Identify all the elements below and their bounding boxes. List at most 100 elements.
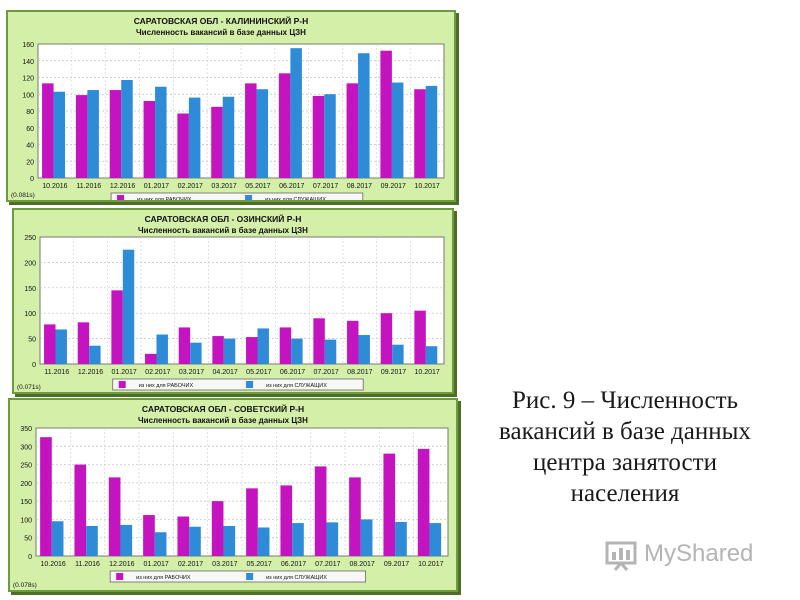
plot-area [37,43,445,179]
y-tick-label: 100 [24,311,36,318]
legend-label-series2: из них для СЛУЖАЩИХ [266,383,327,389]
legend-swatch-series1 [116,573,124,580]
bar-series2 [121,80,133,178]
chart-subtitle: Численность вакансий в базе данных ЦЗН [136,28,306,37]
y-tick-label: 200 [24,260,36,267]
x-tick-label: 02.2017 [178,183,203,190]
legend-box [110,192,364,200]
x-tick-label: 11.2016 [76,183,101,190]
bar-series2 [256,89,269,178]
legend: из них для РАБОЧИХ из них для СЛУЖАЩИХ [110,192,364,200]
bar-series1 [414,310,426,364]
x-tick-label: 07.2017 [315,561,340,568]
bar-series1 [246,337,258,364]
bar-series1 [349,477,361,556]
legend-swatch-series2 [246,381,254,388]
bar-series2 [290,48,302,178]
bar-series1 [108,477,121,556]
legend-box [109,570,367,583]
legend-box [112,378,364,391]
x-tick-label: 03.2017 [212,561,237,568]
bar-series1 [280,485,293,556]
bar-series1 [212,336,224,364]
bar-series2 [87,90,99,178]
bar-series2 [86,526,98,556]
bar-series1 [143,100,156,178]
bar-series2 [53,91,66,178]
bar-series1 [245,83,257,178]
y-tick-label: 300 [20,444,32,451]
bar-series1 [313,318,325,364]
bar-series2 [51,521,64,556]
bar-series2 [392,344,404,364]
legend-swatch-series1 [117,195,125,200]
bar-series1 [77,322,90,364]
bar-series2 [189,526,201,556]
bar-series2 [358,335,370,364]
legend-label-series1: из них для РАБОЧИХ [136,575,191,581]
bar-series1 [178,327,191,364]
bar-series2 [156,334,168,364]
bar-series2 [324,339,337,364]
caption-line-4: населения [570,480,680,507]
y-tick-label: 100 [22,92,34,99]
chart-title: САРАТОВСКАЯ ОБЛ - СОВЕТСКИЙ Р-Н [142,403,304,414]
y-tick-label: 250 [20,463,32,470]
bar-series2 [391,82,404,178]
x-tick-label: 10.2017 [418,561,443,568]
bar-series2 [190,342,202,364]
y-tick-label: 0 [32,362,36,369]
bar-series1 [177,516,190,556]
x-tick-label: 12.2016 [110,183,135,190]
y-tick-label: 350 [20,426,32,433]
x-tick-label: 11.2016 [44,369,69,376]
legend-label-series2: из них для СЛУЖАЩИХ [265,197,326,200]
x-tick-label: 05.2017 [247,561,272,568]
bar-series2 [55,329,67,364]
caption-line-3: центра занятости [533,449,717,476]
legend-label-series2: из них для СЛУЖАЩИХ [266,575,327,581]
y-tick-label: 50 [28,337,36,344]
x-tick-label: 11.2016 [75,561,100,568]
chart-subtitle: Численность вакансий в базе данных ЦЗН [138,226,308,235]
y-tick-label: 0 [28,554,32,561]
bar-series2 [324,94,336,178]
chart-panel-sovetsky: САРАТОВСКАЯ ОБЛ - СОВЕТСКИЙ Р-Н Численнос… [8,398,458,592]
bar-series2 [292,523,304,556]
x-tick-label: 08.2017 [350,561,375,568]
x-tick-label: 09.2017 [384,561,409,568]
bar-series2 [425,85,438,178]
y-tick-label: 140 [22,59,34,66]
x-tick-label: 06.2017 [280,369,305,376]
x-tick-label: 09.2017 [381,369,406,376]
x-tick-label: 05.2017 [245,183,270,190]
y-tick-label: 160 [22,42,34,49]
bar-series2 [291,338,303,364]
x-tick-label: 07.2017 [314,369,339,376]
x-tick-label: 02.2017 [178,561,203,568]
legend-swatch-series2 [245,195,253,200]
bar-series2 [223,526,236,556]
x-tick-label: 03.2017 [211,183,236,190]
bar-series2 [222,96,235,178]
x-tick-label: 02.2017 [145,369,170,376]
chart-title: САРАТОВСКАЯ ОБЛ - КАЛИНИНСКИЙ Р-Н [134,15,309,26]
bar-series1 [279,327,292,364]
bar-series1 [346,83,359,178]
y-tick-label: 150 [24,286,36,293]
x-tick-label: 10.2017 [415,369,440,376]
chart-kalininsky: САРАТОВСКАЯ ОБЛ - КАЛИНИНСКИЙ Р-Н Численн… [11,15,445,200]
bar-series2 [326,522,339,556]
bar-series1 [75,95,88,178]
bar-series1 [143,515,155,556]
caption-line-2: вакансий в базе данных [499,418,751,445]
chart-subtitle: Численность вакансий в базе данных ЦЗН [138,416,308,425]
y-tick-label: 100 [20,517,32,524]
bar-series1 [314,466,327,556]
x-tick-label: 10.2016 [41,561,66,568]
bar-series1 [211,501,224,556]
bar-series1 [417,448,430,556]
bar-series1 [347,320,359,364]
x-tick-label: 01.2017 [112,369,137,376]
presentation-icon [605,541,637,571]
